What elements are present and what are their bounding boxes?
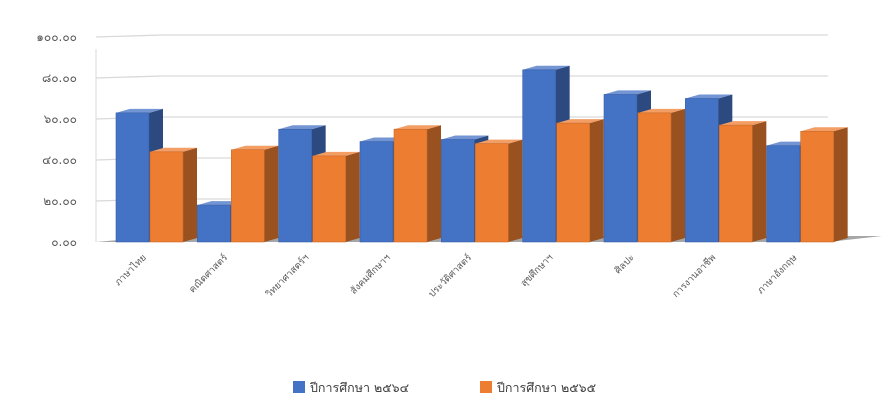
bar-side bbox=[264, 145, 279, 242]
bar-front bbox=[475, 143, 509, 243]
bar-top bbox=[638, 108, 685, 113]
bar-front bbox=[556, 122, 590, 243]
bar-top bbox=[394, 125, 441, 130]
bar-front bbox=[441, 139, 475, 243]
x-tick-label: ภาษาอังกฤษ bbox=[755, 252, 799, 296]
bar-top bbox=[475, 139, 523, 144]
bar-top bbox=[116, 108, 163, 113]
bars bbox=[115, 65, 848, 243]
bar-front bbox=[231, 149, 265, 243]
gridline bbox=[95, 34, 828, 38]
bar-side bbox=[752, 121, 767, 242]
bar-front bbox=[115, 112, 150, 243]
legend-swatch bbox=[480, 381, 492, 393]
bar-side bbox=[589, 119, 604, 242]
bar-side bbox=[508, 139, 523, 242]
y-tick-label: ๑๐๐.๐๐ bbox=[36, 30, 77, 44]
legend-label: ปีการศึกษา ๒๕๖๔ bbox=[310, 380, 409, 395]
y-axis-labels: ๐.๐๐ ๒๐.๐๐ ๔๐.๐๐ ๖๐.๐๐ ๘๐.๐๐ ๑๐๐.๐๐ bbox=[36, 30, 77, 249]
bar-top bbox=[441, 135, 489, 140]
y-tick-label: ๔๐.๐๐ bbox=[42, 153, 77, 167]
bar-side bbox=[183, 147, 197, 242]
bar-top bbox=[522, 65, 570, 70]
y-tick-label: ๒๐.๐๐ bbox=[43, 194, 77, 208]
x-tick-label: ประวัติศาสตร์ bbox=[426, 252, 474, 300]
x-tick-label: ภาษาไทย bbox=[112, 252, 149, 289]
x-tick-label: สังคมศึกษาฯ bbox=[348, 252, 392, 296]
bar-front bbox=[149, 151, 184, 243]
bar-front bbox=[637, 112, 672, 243]
bar bbox=[393, 125, 441, 243]
x-tick-label: วิทยาศาสตร์ฯ bbox=[263, 252, 312, 301]
x-tick-label: ศิลปะ bbox=[613, 252, 637, 276]
bar-front bbox=[766, 145, 800, 243]
bar-front bbox=[197, 204, 231, 243]
bar-side bbox=[427, 125, 441, 242]
bar-front bbox=[719, 124, 753, 243]
bar-front bbox=[278, 128, 312, 243]
bar-top bbox=[604, 90, 651, 95]
gridline bbox=[95, 75, 828, 79]
bar bbox=[556, 119, 604, 243]
bar bbox=[231, 145, 279, 243]
bar-front bbox=[393, 128, 428, 243]
bar bbox=[475, 139, 523, 243]
bar bbox=[800, 127, 848, 243]
bar-front bbox=[312, 155, 346, 243]
bar bbox=[719, 121, 767, 243]
bar-top bbox=[800, 127, 848, 132]
y-tick-label: ๐.๐๐ bbox=[51, 235, 77, 249]
bar-top bbox=[556, 119, 604, 124]
legend-swatch bbox=[293, 381, 305, 393]
x-axis-labels: ภาษาไทย คณิตศาสตร์ วิทยาศาสตร์ฯ สังคมศึกษาฯ… bbox=[112, 252, 799, 301]
bar-side bbox=[345, 151, 360, 242]
y-tick-label: ๘๐.๐๐ bbox=[42, 71, 77, 85]
bar-front bbox=[603, 94, 638, 243]
legend-label: ปีการศึกษา ๒๕๖๕ bbox=[497, 380, 596, 395]
bar-side bbox=[671, 108, 685, 242]
bar-front bbox=[685, 98, 719, 243]
bar-top bbox=[231, 145, 279, 150]
bar-front bbox=[359, 141, 394, 243]
x-tick-label: สุขศึกษาฯ bbox=[519, 252, 556, 289]
legend: ปีการศึกษา ๒๕๖๔ ปีการศึกษา ๒๕๖๕ bbox=[293, 380, 596, 395]
bar bbox=[637, 108, 685, 243]
bar-front bbox=[800, 131, 834, 243]
bar-side bbox=[833, 127, 848, 242]
bar bbox=[312, 151, 360, 243]
bar-top bbox=[719, 121, 767, 126]
x-tick-label: คณิตศาสตร์ bbox=[186, 252, 230, 296]
y-tick-label: ๖๐.๐๐ bbox=[44, 112, 77, 126]
bar-top bbox=[150, 147, 197, 152]
bar-front bbox=[522, 69, 556, 243]
x-tick-label: การงานอาชีพ bbox=[670, 252, 718, 300]
bar-top bbox=[312, 151, 360, 156]
bar-top bbox=[685, 94, 733, 99]
bar bbox=[149, 147, 197, 243]
bar-top bbox=[278, 125, 326, 130]
